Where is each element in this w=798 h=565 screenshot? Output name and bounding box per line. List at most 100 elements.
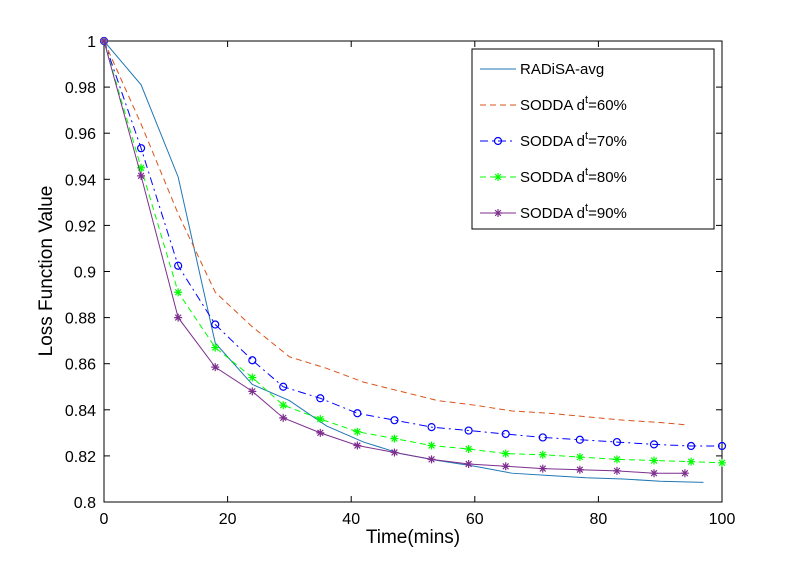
data-point <box>427 422 436 432</box>
legend-label-superscript: t <box>585 130 588 142</box>
data-point <box>680 469 689 478</box>
data-point <box>427 441 436 450</box>
legend-label: SODDA dt=90% <box>520 202 627 222</box>
legend-item: SODDA dt=70% <box>480 130 627 150</box>
data-point <box>248 387 257 396</box>
x-tick-label: 20 <box>219 511 237 528</box>
series-3 <box>99 36 727 451</box>
legend-label-main: SODDA d <box>520 169 585 186</box>
data-point <box>464 426 473 435</box>
data-point <box>390 416 399 425</box>
legend-item: RADiSA-avg <box>480 61 604 78</box>
legend-label-main: SODDA d <box>520 205 585 222</box>
series-line <box>103 40 723 464</box>
y-tick-label: 1 <box>87 34 96 51</box>
legend-label: RADiSA-avg <box>520 61 604 78</box>
data-point <box>612 437 622 447</box>
y-tick-label: 0.98 <box>65 80 96 97</box>
data-point <box>649 440 659 449</box>
legend-item: SODDA dt=80% <box>480 166 627 186</box>
data-point <box>464 444 473 453</box>
data-point <box>174 288 183 297</box>
legend-item: SODDA dt=60% <box>480 94 627 114</box>
series-line <box>103 40 685 426</box>
data-point <box>501 449 510 458</box>
data-point <box>316 428 325 437</box>
data-point <box>174 261 183 270</box>
legend-marker <box>494 209 502 217</box>
data-point <box>538 464 547 473</box>
data-point <box>575 453 584 462</box>
y-tick-label: 0.88 <box>65 311 96 328</box>
legend-marker <box>493 136 503 146</box>
data-point <box>538 433 547 442</box>
series-5 <box>100 37 689 478</box>
y-axis: 0.8 0.82 0.84 0.86 0.88 0.9 0.92 0.94 0.96 0.98 1 <box>65 34 722 512</box>
legend-box <box>471 48 715 230</box>
data-point <box>248 356 257 365</box>
x-axis-title: Time(mins) <box>366 527 460 548</box>
data-point <box>137 163 146 172</box>
data-point <box>650 456 659 465</box>
data-point <box>575 435 584 444</box>
legend-label-rest: =70% <box>588 133 627 150</box>
legend-item: SODDA dt=90% <box>480 202 627 222</box>
data-point <box>353 409 362 418</box>
legend-label: SODDA dt=60% <box>520 94 627 114</box>
data-point <box>174 313 183 322</box>
data-point <box>136 144 146 153</box>
legend-label: SODDA dt=80% <box>520 166 627 186</box>
data-point <box>137 171 146 180</box>
data-point <box>501 429 510 439</box>
series-group <box>99 36 727 483</box>
y-tick-label: 0.86 <box>65 357 96 374</box>
data-point <box>612 466 621 475</box>
x-tick-label: 80 <box>590 511 608 528</box>
data-point <box>464 459 473 468</box>
legend-label-superscript: t <box>585 202 588 214</box>
y-tick-label: 0.84 <box>65 403 96 420</box>
data-point <box>717 441 727 451</box>
legend-label-rest: =90% <box>588 205 627 222</box>
data-point <box>279 401 288 410</box>
x-tick-label: 40 <box>342 511 360 528</box>
legend-marker <box>494 173 502 181</box>
data-point <box>316 394 325 403</box>
data-point <box>353 441 362 450</box>
legend-label: SODDA dt=70% <box>520 130 627 150</box>
x-tick-label: 100 <box>709 511 736 528</box>
y-tick-label: 0.94 <box>65 172 96 189</box>
legend-label-main: SODDA d <box>520 133 585 150</box>
y-tick-label: 0.8 <box>74 495 96 512</box>
x-tick-label: 0 <box>100 511 109 528</box>
data-point <box>686 441 696 451</box>
y-tick-label: 0.96 <box>65 126 96 143</box>
data-point <box>612 455 621 464</box>
x-tick-label: 60 <box>466 511 484 528</box>
data-point <box>211 363 220 372</box>
data-point <box>248 373 257 382</box>
data-point <box>390 434 399 443</box>
legend-label-superscript: t <box>585 94 588 106</box>
data-point <box>316 415 325 424</box>
legend-label-rest: =80% <box>588 169 627 186</box>
data-point <box>390 448 399 457</box>
data-point <box>211 343 220 352</box>
legend-label-superscript: t <box>585 166 588 178</box>
data-point <box>538 450 547 459</box>
y-tick-label: 0.82 <box>65 449 96 466</box>
data-point <box>501 462 510 471</box>
data-point <box>575 465 584 474</box>
data-point <box>279 413 288 422</box>
data-point <box>100 37 108 45</box>
legend-label-rest: =60% <box>588 97 627 114</box>
series-2 <box>103 40 685 426</box>
legend-label-main: SODDA d <box>520 97 585 114</box>
data-point <box>427 455 436 464</box>
series-line <box>103 40 722 447</box>
x-axis: 0 20 40 60 80 100 <box>100 41 736 528</box>
y-tick-label: 0.92 <box>65 218 96 235</box>
